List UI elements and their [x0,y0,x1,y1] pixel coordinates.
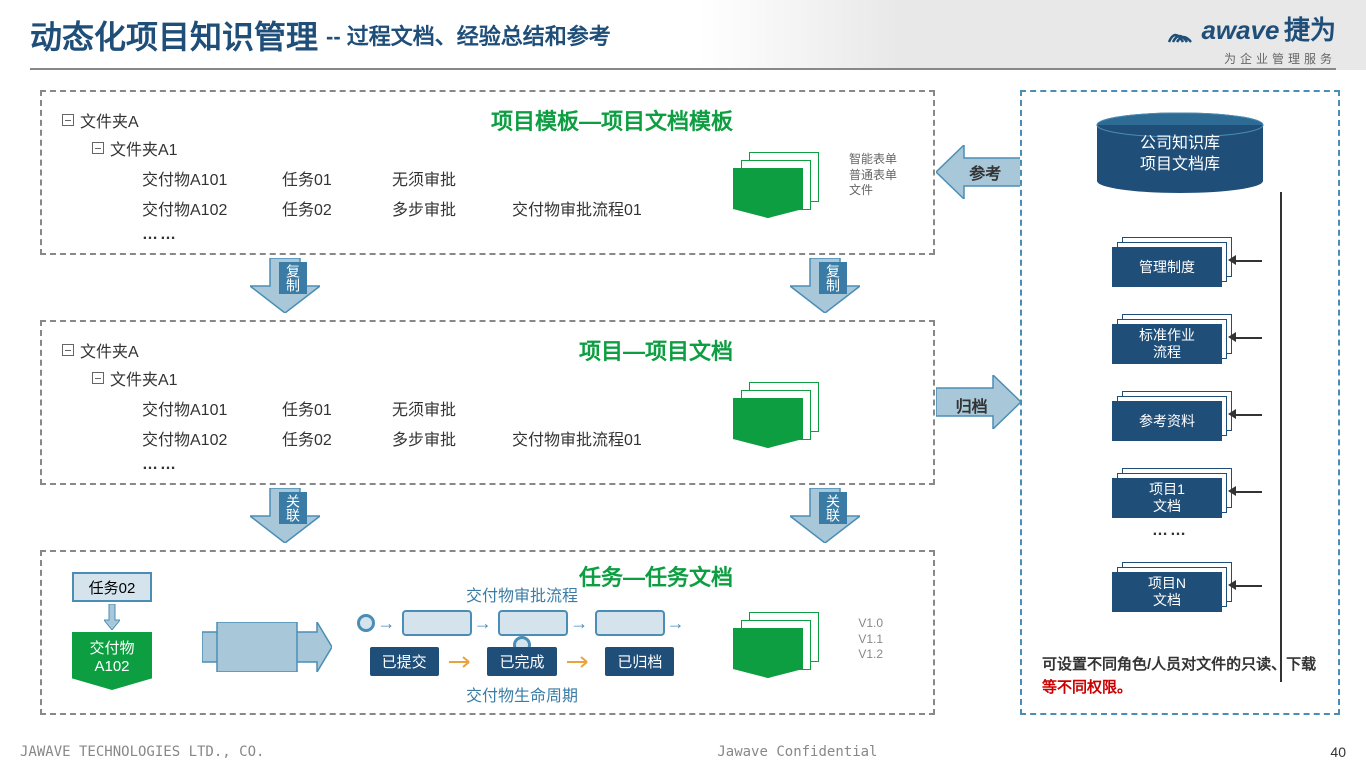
doc-stack-icon [733,152,823,222]
copy-label: 复制 [279,262,307,294]
state-archived: 已归档 [605,647,674,676]
state-submitted: 已提交 [370,647,439,676]
kb-cylinder: 公司知识库 项目文档库 [1095,112,1265,194]
footer-company: JAWAVE TECHNOLOGIES LTD., CO. [20,744,264,760]
kb-connector [1232,414,1262,416]
arrowhead-icon [1228,255,1236,265]
logo: awave 捷为 为企业管理服务 [1167,10,1336,67]
collapse-icon [92,372,104,384]
deliverable-box: 交付物 A102 [72,632,152,690]
folder-a: 文件夹A [62,108,913,132]
kb-connector [1232,260,1262,262]
arrow-icon [567,655,595,669]
state-completed: 已完成 [487,647,556,676]
reference-label: 参考 [969,160,1001,184]
ellipsis: …… [142,456,913,474]
copy-arrow: 复制 [790,258,860,313]
relate-label: 关联 [279,492,307,524]
kb-item: 项目1 文档 [1112,468,1232,516]
kb-item: 项目N 文档 [1112,562,1232,610]
flow-node [402,610,472,636]
title-sub: -- 过程文档、经验总结和参考 [326,19,611,51]
doc-stack-icon [733,612,823,682]
panel2-title: 项目—项目文档 [579,334,733,366]
panel1-title: 项目模板—项目文档模板 [491,104,733,136]
reference-arrow: 参考 [936,145,1021,199]
lifecycle-title: 交付物生命周期 [352,682,692,706]
relate-arrow: 关联 [790,488,860,543]
doc-type-labels: 智能表单 普通表单 文件 [849,152,897,199]
slide-footer: JAWAVE TECHNOLOGIES LTD., CO. Jawave Con… [20,744,1346,760]
kb-connector [1232,337,1262,339]
version-labels: V1.0 V1.1 V1.2 [858,616,883,663]
copy-arrow: 复制 [250,258,320,313]
collapse-icon [92,142,104,154]
kb-vertical-line [1280,192,1282,682]
arrowhead-icon [1228,332,1236,342]
arrowhead-icon [1228,409,1236,419]
lifecycle-flow: 已提交 已完成 已归档 交付物生命周期 [352,647,692,706]
arrow-icon [449,655,477,669]
flow-start-icon [357,614,375,632]
collapse-icon [62,344,74,356]
relate-label: 关联 [819,492,847,524]
panel-kb: 公司知识库 项目文档库 管理制度 标准作业 流程 参考资料 项目1 文档 …… … [1020,90,1340,715]
kb-item: 管理制度 [1112,237,1232,285]
slide-header: 动态化项目知识管理 -- 过程文档、经验总结和参考 awave 捷为 为企业管理… [0,0,1366,70]
flow-node [595,610,665,636]
page-number: 40 [1330,744,1346,760]
big-arrow-icon [202,622,332,677]
doc-stack-icon [733,382,823,452]
arrowhead-icon [1228,486,1236,496]
header-divider [30,68,1336,70]
task-box: 任务02 [72,572,152,602]
logo-cn: 捷为 [1284,15,1336,45]
kb-item: 参考资料 [1112,391,1232,439]
archive-label: 归档 [956,393,988,417]
kb-permission-note: 可设置不同角色/人员对文件的只读、下载等不同权限。 [1042,654,1318,699]
logo-wave-icon [1167,22,1197,48]
kb-connector [1232,585,1262,587]
title-main: 动态化项目知识管理 [30,12,318,58]
folder-a: 文件夹A [62,338,913,362]
copy-label: 复制 [819,262,847,294]
footer-confidential: Jawave Confidential [264,744,1330,760]
kb-cylinder-text: 公司知识库 项目文档库 [1095,134,1265,176]
down-arrow-icon [104,604,120,630]
kb-connector [1232,491,1262,493]
arrowhead-icon [1228,580,1236,590]
relate-arrow: 关联 [250,488,320,543]
collapse-icon [62,114,74,126]
flow-node [498,610,568,636]
flow-title: 交付物审批流程 [352,582,692,606]
panel-project: 项目—项目文档 文件夹A 文件夹A1 交付物A101 任务01 无须审批 交付物… [40,320,935,485]
logo-en: awave [1201,15,1279,45]
ellipsis: …… [142,226,913,244]
panel-task: 任务—任务文档 任务02 交付物 A102 交付物审批流程 → → → → 已提… [40,550,935,715]
approval-flow: 交付物审批流程 → → → → [352,582,692,654]
logo-tagline: 为企业管理服务 [1167,50,1336,67]
archive-arrow: 归档 [936,375,1021,434]
panel-template: 项目模板—项目文档模板 文件夹A 文件夹A1 交付物A101 任务01 无须审批… [40,90,935,255]
kb-item: 标准作业 流程 [1112,314,1232,362]
kb-ellipsis: …… [1152,522,1188,540]
